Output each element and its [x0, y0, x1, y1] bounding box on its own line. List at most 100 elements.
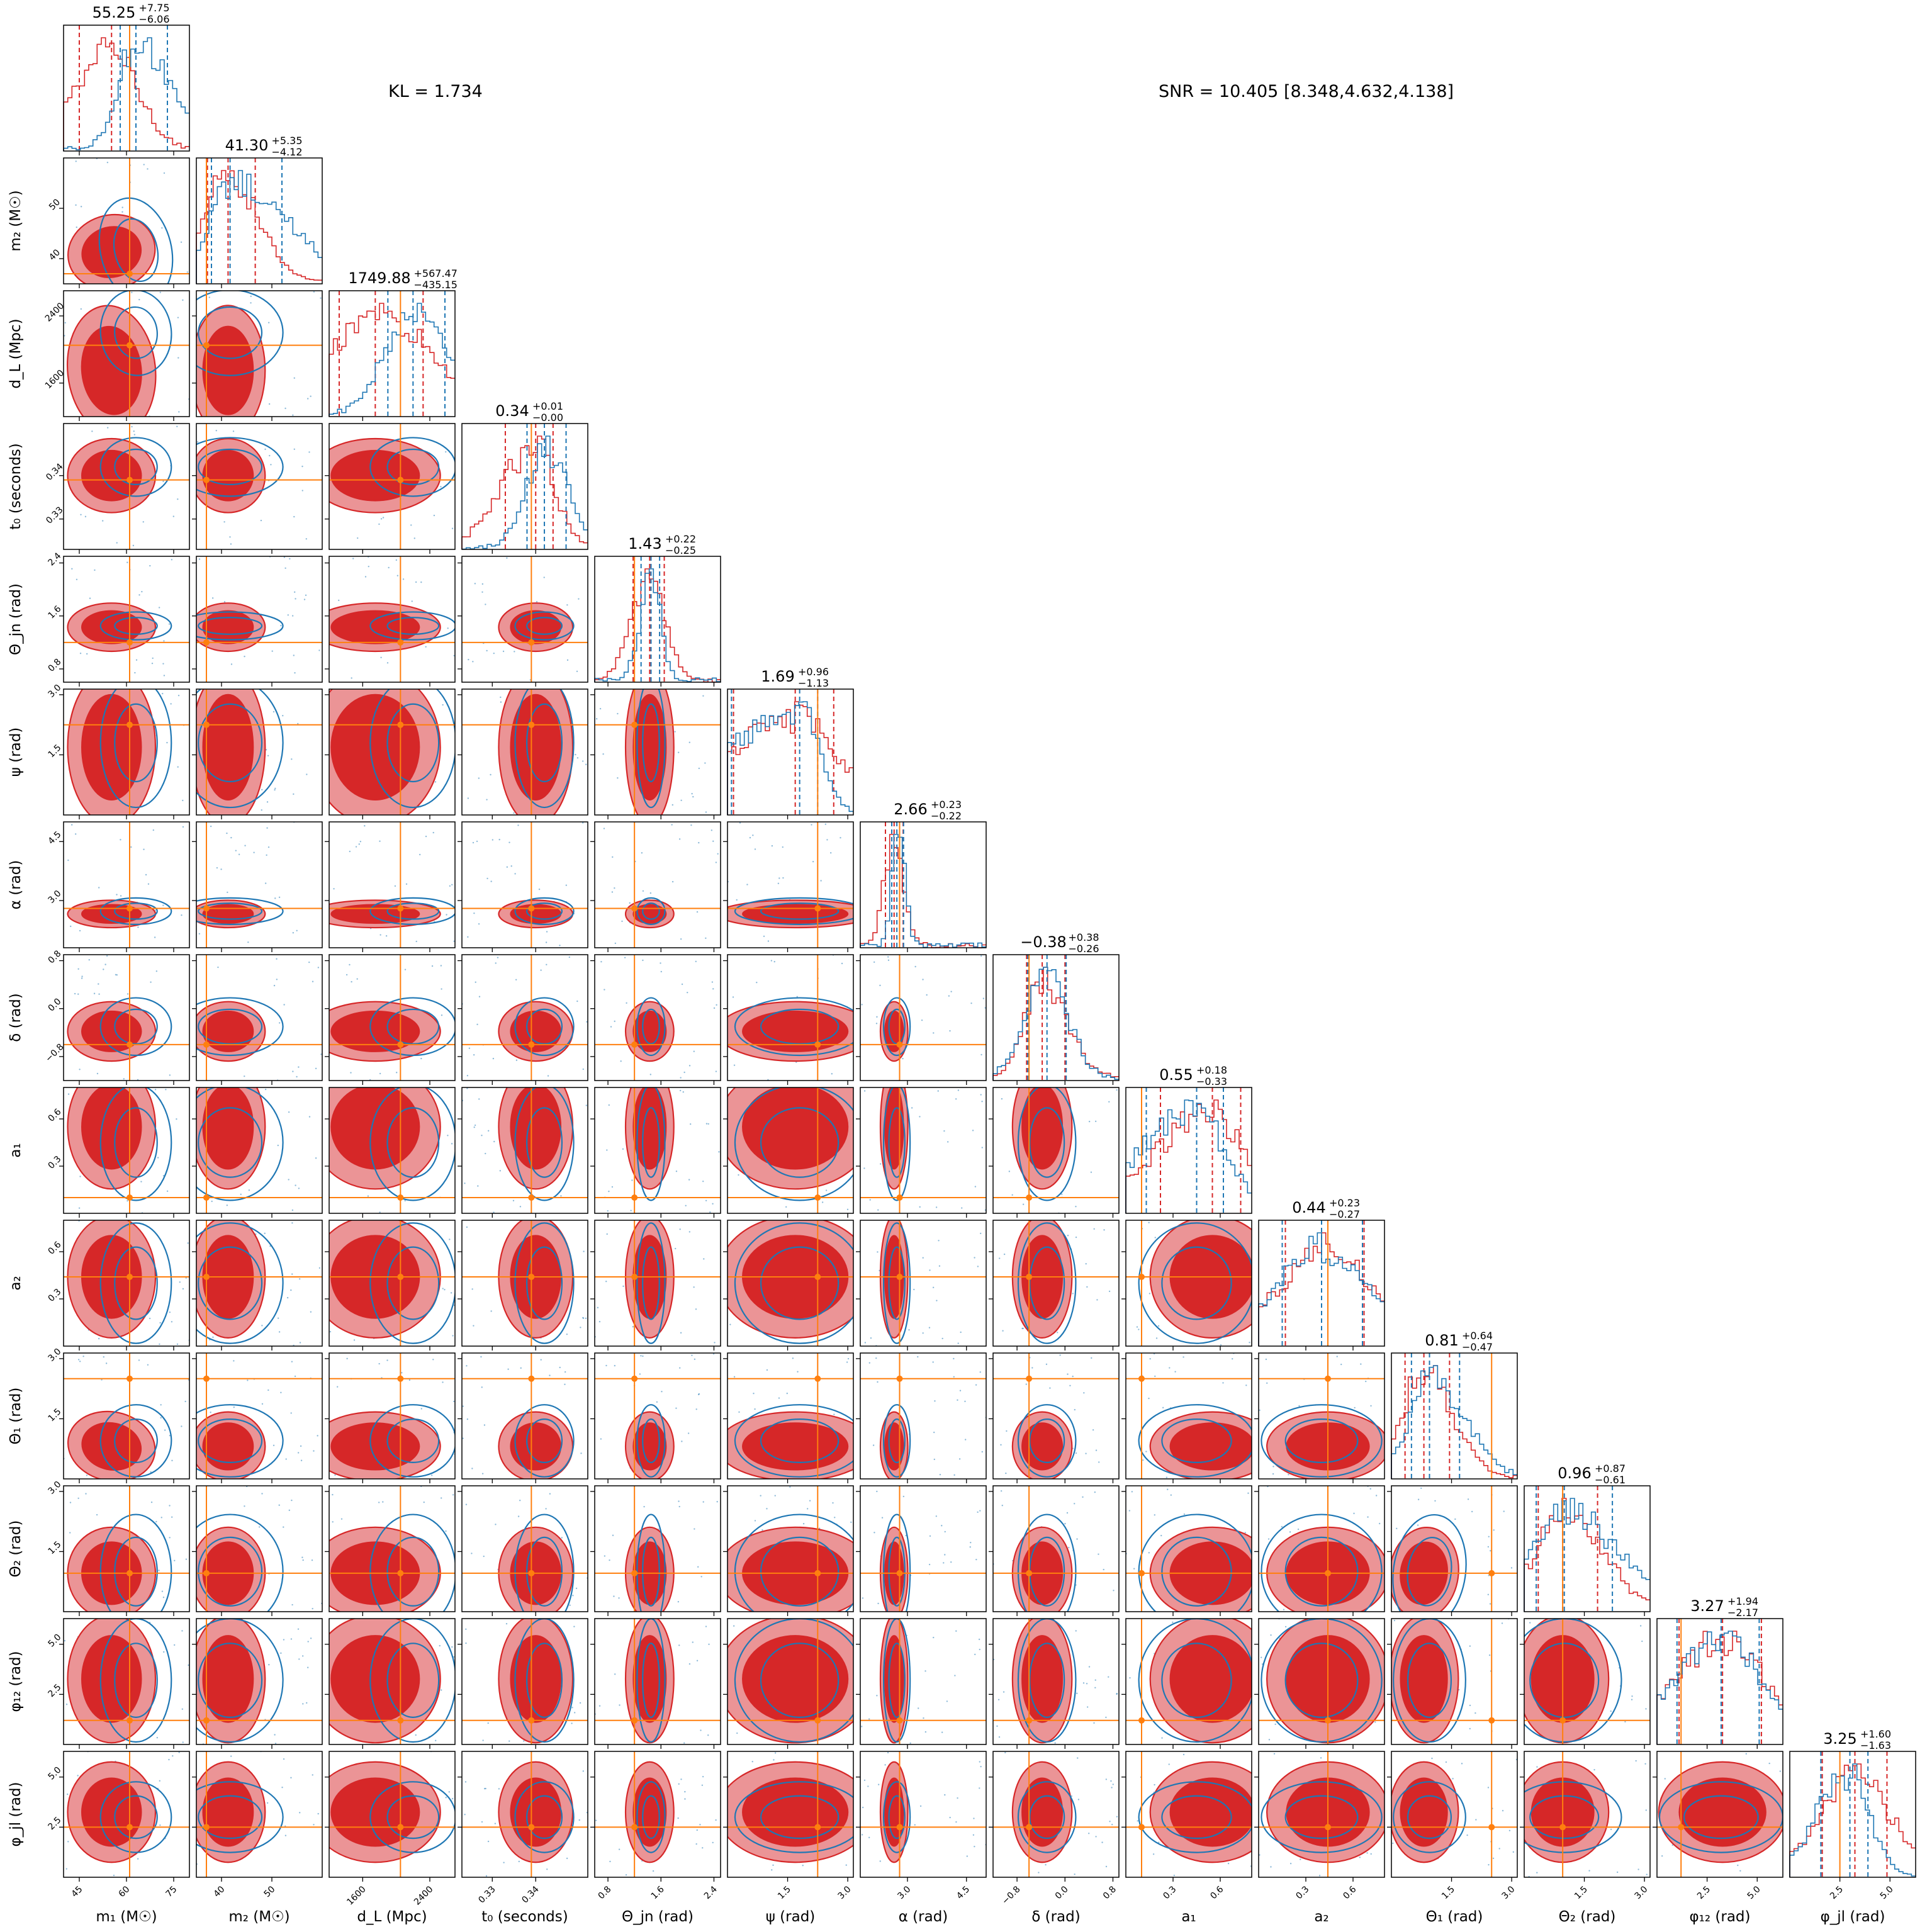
scatter-point-8,6-17 [863, 1090, 866, 1092]
scatter-point-7,4-14 [642, 959, 644, 962]
scatter-point-11,9-10 [1297, 1528, 1300, 1530]
panel-contents-7,3 [462, 955, 588, 1081]
scatter-point-8,6-15 [980, 1094, 982, 1096]
y-tick-label-1-1: 50 [47, 197, 62, 212]
scatter-point-9,1-12 [286, 1296, 289, 1299]
scatter-point-8,1-18 [288, 1179, 289, 1181]
minus-error-8: −0.33 [1196, 1076, 1227, 1087]
panel-frame-6-5 [727, 821, 854, 948]
scatter-point-4,1-13 [318, 649, 320, 651]
panel-frame-11-4 [594, 1485, 721, 1612]
contour-outer-blue-7,5 [734, 997, 853, 1057]
scatter-point-13,4-15 [678, 1783, 680, 1785]
contour-inner-blue-4,2 [386, 617, 440, 635]
scatter-point-9,3-6 [580, 1327, 581, 1328]
scatter-point-12,10-3 [1469, 1645, 1471, 1647]
scatter-point-11,1-8 [283, 1526, 284, 1528]
joint-panel-13-9: 0.3 0.6 [1254, 1751, 1385, 1901]
scatter-point-13,4-1 [618, 1848, 621, 1850]
contour-outer-blue-6,3 [514, 897, 575, 925]
x-axis-label-4: Θ_jn (rad) [622, 1909, 694, 1925]
scatter-point-10,9-6 [1370, 1405, 1372, 1407]
scatter-point-6,1-8 [247, 941, 249, 943]
scatter-point-12,3-5 [523, 1740, 525, 1742]
scatter-point-11,5-12 [802, 1523, 805, 1525]
histogram-blue-9 [1258, 1232, 1384, 1346]
joint-panel-9-6 [856, 1220, 987, 1351]
injection-point-4,3 [528, 639, 535, 646]
snr-label: SNR = 10.405 [8.348,4.632,4.138] [1159, 82, 1454, 101]
scatter-point-10,3-17 [540, 1359, 542, 1361]
scatter-point-13,11-4 [1536, 1872, 1538, 1873]
injection-point-6,5 [814, 905, 821, 912]
panel-frame-4-4 [594, 556, 721, 683]
scatter-point-13,0-3 [113, 1874, 115, 1877]
scatter-point-11,0-2 [155, 1520, 157, 1523]
contour-outer-blue-11,6 [883, 1514, 911, 1612]
scatter-point-3,0-22 [162, 480, 164, 483]
scatter-point-6,0-4 [181, 914, 183, 916]
scatter-point-12,3-18 [505, 1622, 508, 1625]
scatter-point-6,3-4 [559, 945, 561, 946]
panel-contents-12,1 [196, 1619, 322, 1744]
contour-inner-blue-11,8 [1161, 1536, 1232, 1607]
scatter-point-10,4-10 [639, 1373, 641, 1375]
panel-contents-12,2 [329, 1619, 455, 1744]
scatter-point-10,3-12 [481, 1473, 484, 1474]
scatter-point-11,1-15 [291, 1499, 293, 1502]
scatter-point-2,1-15 [293, 377, 295, 379]
contour-outer-blue-11,5 [734, 1514, 853, 1612]
scatter-point-9,7-6 [1085, 1263, 1087, 1265]
scatter-point-13,10-11 [1492, 1857, 1495, 1860]
histogram-red-13 [1789, 1763, 1916, 1877]
histogram-red-3 [461, 435, 588, 549]
scatter-point-7,3-19 [497, 957, 499, 958]
panel-contents-13,6 [860, 1751, 986, 1877]
scatter-point-2,0-13 [178, 411, 180, 413]
scatter-point-12,2-1 [451, 1646, 453, 1648]
scatter-point-11,5-21 [832, 1502, 834, 1504]
scatter-point-8,7-1 [1094, 1120, 1097, 1123]
minus-error-12: −2.17 [1727, 1607, 1758, 1619]
panel-frame-8-2 [329, 1087, 456, 1214]
scatter-point-11,5-5 [761, 1529, 763, 1531]
contour-inner-red-12,5 [742, 1635, 849, 1723]
y-axis-label-6: α (rad) [8, 860, 24, 910]
scatter-point-11,4-8 [677, 1600, 680, 1603]
scatter-point-11,6-19 [975, 1558, 977, 1561]
scatter-point-7,4-13 [688, 1065, 691, 1067]
scatter-point-6,1-4 [264, 882, 267, 884]
panel-frame-13-4 [594, 1751, 721, 1878]
scatter-point-11,0-9 [96, 1514, 98, 1516]
scatter-point-9,8-16 [1148, 1222, 1150, 1223]
panel-frame-7-2 [329, 954, 456, 1081]
scatter-point-12,1-15 [290, 1638, 293, 1640]
scatter-point-12,4-14 [614, 1673, 616, 1675]
injection-point-8,0 [126, 1194, 133, 1201]
panel-frame-5-2 [329, 688, 456, 816]
joint-panel-7-0: −0.80.00.8 [43, 948, 190, 1085]
scatter-point-4,1-8 [283, 556, 286, 558]
panel-contents-10,5 [727, 1353, 853, 1479]
panel-contents-9,4 [595, 1220, 721, 1346]
scatter-point-4,2-4 [388, 566, 390, 569]
scatter-point-9,4-15 [679, 1228, 681, 1230]
injection-point-3,2 [397, 476, 404, 483]
scatter-point-8,1-0 [288, 1111, 290, 1113]
scatter-point-10,5-19 [738, 1411, 740, 1413]
contour-inner-blue-5,2 [386, 703, 440, 783]
scatter-point-6,3-1 [508, 841, 510, 843]
scatter-point-13,4-14 [684, 1790, 686, 1793]
injection-point-8,3 [528, 1194, 535, 1201]
panel-frame-2-2 [329, 290, 456, 417]
scatter-point-13,6-5 [884, 1764, 886, 1766]
scatter-point-10,6-23 [939, 1473, 941, 1476]
joint-panel-9-4 [590, 1220, 721, 1351]
contour-outer-blue-10,3 [514, 1404, 575, 1478]
panel-contents-7,1 [196, 955, 322, 1081]
scatter-point-4,2-22 [338, 599, 340, 602]
scatter-point-13,1-6 [266, 1802, 269, 1804]
panel-frame-13-11 [1524, 1751, 1651, 1878]
scatter-point-3,0-24 [177, 498, 179, 500]
y-tick-label-6-0: 3.0 [46, 889, 63, 906]
